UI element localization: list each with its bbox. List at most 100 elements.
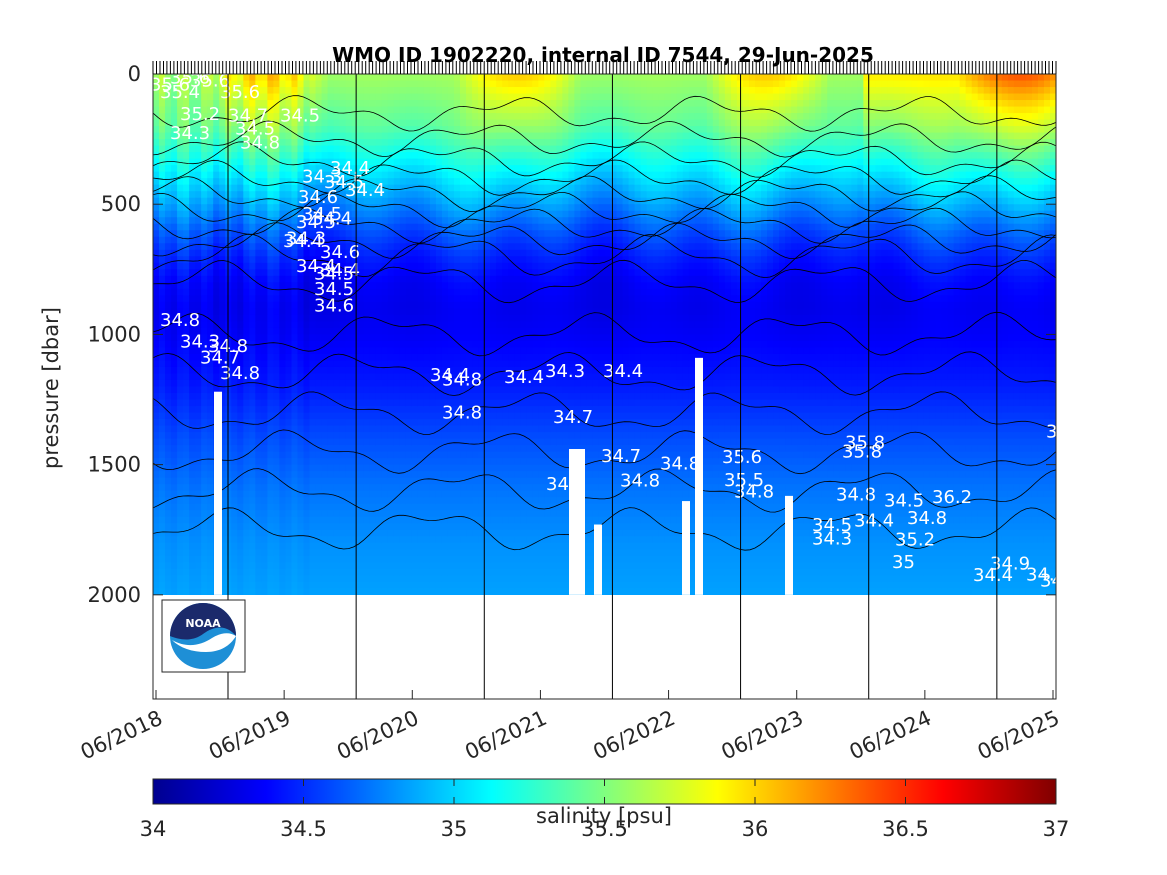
heatmap-cell bbox=[279, 178, 287, 186]
heatmap-cell bbox=[508, 223, 515, 231]
heatmap-cell bbox=[375, 581, 383, 589]
heatmap-cell bbox=[375, 458, 383, 466]
heatmap-cell bbox=[333, 477, 341, 485]
heatmap-cell bbox=[237, 399, 244, 407]
heatmap-cell bbox=[153, 139, 160, 147]
heatmap-cell bbox=[279, 327, 287, 336]
heatmap-cell bbox=[201, 249, 208, 257]
heatmap-cell bbox=[526, 230, 533, 238]
heatmap-cell bbox=[333, 438, 341, 446]
heatmap-cell bbox=[381, 288, 389, 296]
heatmap-cell bbox=[291, 301, 299, 309]
heatmap-cell bbox=[405, 490, 413, 498]
heatmap-cell bbox=[526, 178, 533, 186]
heatmap-cell bbox=[255, 588, 262, 595]
heatmap-cell bbox=[387, 301, 395, 309]
heatmap-cell bbox=[273, 145, 281, 153]
heatmap-cell bbox=[405, 119, 413, 127]
heatmap-cell bbox=[249, 542, 256, 550]
heatmap-cell bbox=[393, 425, 401, 433]
heatmap-cell bbox=[466, 93, 473, 101]
heatmap-cell bbox=[369, 536, 377, 544]
heatmap-cell bbox=[357, 74, 365, 82]
heatmap-cell bbox=[297, 223, 305, 231]
heatmap-cell bbox=[447, 275, 455, 283]
heatmap-cell bbox=[273, 373, 281, 381]
heatmap-cell bbox=[237, 529, 244, 537]
heatmap-cell bbox=[177, 340, 184, 349]
heatmap-cell bbox=[237, 432, 244, 440]
heatmap-cell bbox=[225, 399, 232, 407]
heatmap-cell bbox=[441, 412, 449, 420]
heatmap-cell bbox=[243, 347, 250, 355]
heatmap-cell bbox=[357, 93, 365, 101]
heatmap-cell bbox=[171, 87, 178, 95]
heatmap-cell bbox=[231, 503, 238, 511]
heatmap-cell bbox=[189, 191, 196, 199]
heatmap-cell bbox=[297, 562, 305, 570]
heatmap-cell bbox=[520, 497, 527, 505]
heatmap-cell bbox=[291, 366, 299, 375]
heatmap-cell bbox=[339, 458, 347, 466]
heatmap-cell bbox=[273, 425, 281, 433]
heatmap-cell bbox=[472, 393, 479, 401]
heatmap-cell bbox=[207, 523, 214, 531]
heatmap-cell bbox=[454, 282, 461, 290]
heatmap-cell bbox=[460, 438, 467, 446]
heatmap-cell bbox=[405, 243, 413, 251]
heatmap-cell bbox=[309, 249, 317, 257]
heatmap-cell bbox=[297, 93, 305, 101]
heatmap-cell bbox=[267, 308, 274, 316]
heatmap-cell bbox=[508, 158, 515, 166]
heatmap-cell bbox=[351, 353, 359, 362]
heatmap-cell bbox=[219, 295, 226, 303]
heatmap-cell bbox=[375, 243, 383, 251]
heatmap-cell bbox=[267, 275, 274, 283]
heatmap-cell bbox=[496, 87, 503, 95]
heatmap-cell bbox=[375, 366, 383, 375]
heatmap-cell bbox=[399, 301, 407, 309]
heatmap-cell bbox=[303, 373, 311, 381]
heatmap-cell bbox=[490, 549, 497, 557]
heatmap-cell bbox=[171, 295, 178, 303]
heatmap-cell bbox=[201, 412, 208, 420]
heatmap-cell bbox=[478, 568, 485, 576]
heatmap-cell bbox=[195, 126, 202, 134]
heatmap-cell bbox=[153, 184, 160, 192]
heatmap-cell bbox=[333, 282, 341, 290]
heatmap-cell bbox=[435, 158, 443, 166]
heatmap-cell bbox=[399, 536, 407, 544]
heatmap-cell bbox=[267, 497, 274, 505]
heatmap-cell bbox=[237, 412, 244, 420]
heatmap-cell bbox=[207, 275, 214, 283]
heatmap-cell bbox=[460, 327, 467, 336]
heatmap-cell bbox=[357, 458, 365, 466]
heatmap-cell bbox=[297, 425, 305, 433]
heatmap-cell bbox=[171, 432, 178, 440]
heatmap-cell bbox=[327, 197, 335, 205]
heatmap-cell bbox=[291, 165, 299, 173]
heatmap-cell bbox=[405, 314, 413, 322]
heatmap-cell bbox=[243, 588, 250, 595]
heatmap-cell bbox=[183, 406, 190, 414]
heatmap-cell bbox=[339, 340, 347, 349]
heatmap-cell bbox=[225, 249, 232, 257]
heatmap-cell bbox=[333, 249, 341, 257]
heatmap-cell bbox=[387, 523, 395, 531]
heatmap-cell bbox=[291, 327, 299, 336]
heatmap-cell bbox=[303, 184, 311, 192]
heatmap-cell bbox=[369, 236, 377, 244]
heatmap-cell bbox=[381, 295, 389, 303]
heatmap-cell bbox=[387, 269, 395, 277]
heatmap-cell bbox=[375, 158, 383, 166]
heatmap-cell bbox=[273, 379, 281, 388]
heatmap-cell bbox=[153, 334, 160, 342]
heatmap-cell bbox=[333, 451, 341, 459]
heatmap-cell bbox=[333, 555, 341, 563]
heatmap-cell bbox=[279, 256, 287, 264]
heatmap-cell bbox=[429, 321, 437, 329]
heatmap-cell bbox=[321, 536, 329, 544]
heatmap-cell bbox=[472, 458, 479, 466]
heatmap-cell bbox=[171, 412, 178, 420]
heatmap-cell bbox=[213, 327, 220, 336]
